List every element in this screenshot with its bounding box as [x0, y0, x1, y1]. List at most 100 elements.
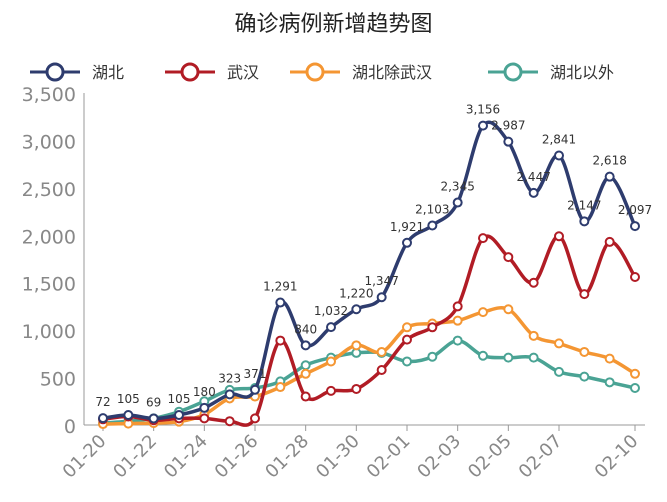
data-label: 371: [244, 367, 267, 381]
x-tick-label: 02-03: [413, 431, 465, 483]
data-point: [300, 360, 311, 371]
data-point: [275, 335, 286, 346]
data-point: [326, 385, 336, 396]
data-point: [199, 413, 210, 424]
data-point: [503, 352, 514, 363]
data-label: 105: [168, 392, 191, 406]
data-label: 1,347: [364, 274, 398, 288]
data-point: [275, 382, 286, 393]
data-point: [503, 252, 514, 263]
data-point: [528, 352, 539, 363]
data-label: 3,156: [466, 103, 500, 117]
data-point: [503, 304, 514, 315]
data-point: [402, 334, 412, 345]
data-point: [554, 231, 564, 242]
x-tick-label: 01-24: [160, 431, 212, 483]
data-point: [224, 416, 235, 427]
data-point: [503, 136, 514, 147]
y-tick-label: 1,000: [22, 321, 76, 343]
data-point: [579, 371, 590, 382]
data-point: [630, 272, 640, 283]
data-point: [478, 233, 488, 244]
data-point: [579, 216, 590, 227]
y-tick-label: 2,500: [22, 179, 76, 201]
x-tick-label: 02-07: [515, 431, 567, 483]
data-label: 2,841: [542, 133, 576, 147]
data-point: [376, 364, 387, 375]
data-point: [528, 187, 539, 198]
data-point: [250, 384, 260, 395]
data-point: [326, 356, 336, 367]
data-point: [123, 410, 134, 421]
legend-label: 湖北以外: [550, 63, 614, 82]
data-label: 840: [294, 322, 317, 336]
data-point: [98, 413, 108, 424]
data-point: [402, 356, 412, 367]
data-point: [528, 277, 539, 288]
data-point: [174, 410, 184, 421]
data-point: [630, 221, 640, 232]
data-point: [427, 220, 438, 231]
data-point: [554, 366, 564, 377]
data-point: [452, 315, 463, 326]
legend-marker: [503, 62, 523, 82]
data-point: [376, 292, 387, 303]
data-label: 2,447: [516, 170, 550, 184]
x-tick-label: 01-28: [261, 431, 313, 483]
x-tick-label: 01-22: [109, 431, 161, 483]
data-label: 72: [95, 395, 110, 409]
data-point: [478, 350, 488, 361]
x-tick-label: 01-30: [312, 431, 364, 483]
data-point: [199, 402, 210, 413]
data-point: [351, 340, 362, 351]
data-point: [351, 304, 362, 315]
data-point: [351, 383, 362, 394]
x-tick-label: 02-05: [464, 431, 516, 483]
data-label: 2,103: [415, 203, 449, 217]
data-point: [427, 351, 438, 362]
data-label: 2,097: [618, 203, 652, 217]
data-label: 105: [117, 392, 140, 406]
data-point: [402, 322, 412, 333]
data-point: [452, 335, 463, 346]
y-tick-label: 3,000: [22, 131, 76, 153]
data-point: [528, 330, 539, 341]
legend-label: 武汉: [227, 63, 259, 82]
data-point: [224, 389, 235, 400]
data-point: [250, 413, 260, 424]
data-label: 1,220: [339, 286, 373, 300]
chart-title: 确诊病例新增趋势图: [234, 12, 433, 37]
data-point: [452, 197, 463, 208]
data-point: [478, 307, 488, 318]
x-tick-label: 01-20: [59, 431, 111, 483]
data-point: [579, 289, 590, 300]
legend-marker: [45, 62, 65, 82]
data-point: [604, 171, 615, 182]
data-label: 2,147: [567, 198, 601, 212]
data-point: [554, 150, 564, 161]
data-point: [604, 353, 615, 364]
data-label: 1,921: [390, 220, 424, 234]
data-point: [427, 322, 438, 333]
series-line: [101, 338, 637, 425]
data-label: 1,032: [314, 304, 348, 318]
data-label: 69: [146, 395, 161, 409]
data-point: [452, 301, 463, 312]
data-point: [300, 391, 311, 402]
data-point: [275, 297, 286, 308]
data-point: [326, 322, 336, 333]
y-tick-label: 2,000: [22, 226, 76, 248]
data-point: [554, 338, 564, 349]
data-point: [579, 346, 590, 357]
y-tick-label: 3,500: [22, 84, 76, 106]
data-label: 2,618: [592, 154, 626, 168]
series-line: [101, 120, 637, 421]
data-label: 323: [218, 371, 241, 385]
data-point: [300, 340, 311, 351]
data-point: [402, 237, 412, 248]
series-line: [101, 306, 637, 426]
x-tick-label: 02-10: [591, 431, 643, 483]
x-tick-label: 01-26: [211, 431, 263, 483]
data-point: [376, 346, 387, 357]
